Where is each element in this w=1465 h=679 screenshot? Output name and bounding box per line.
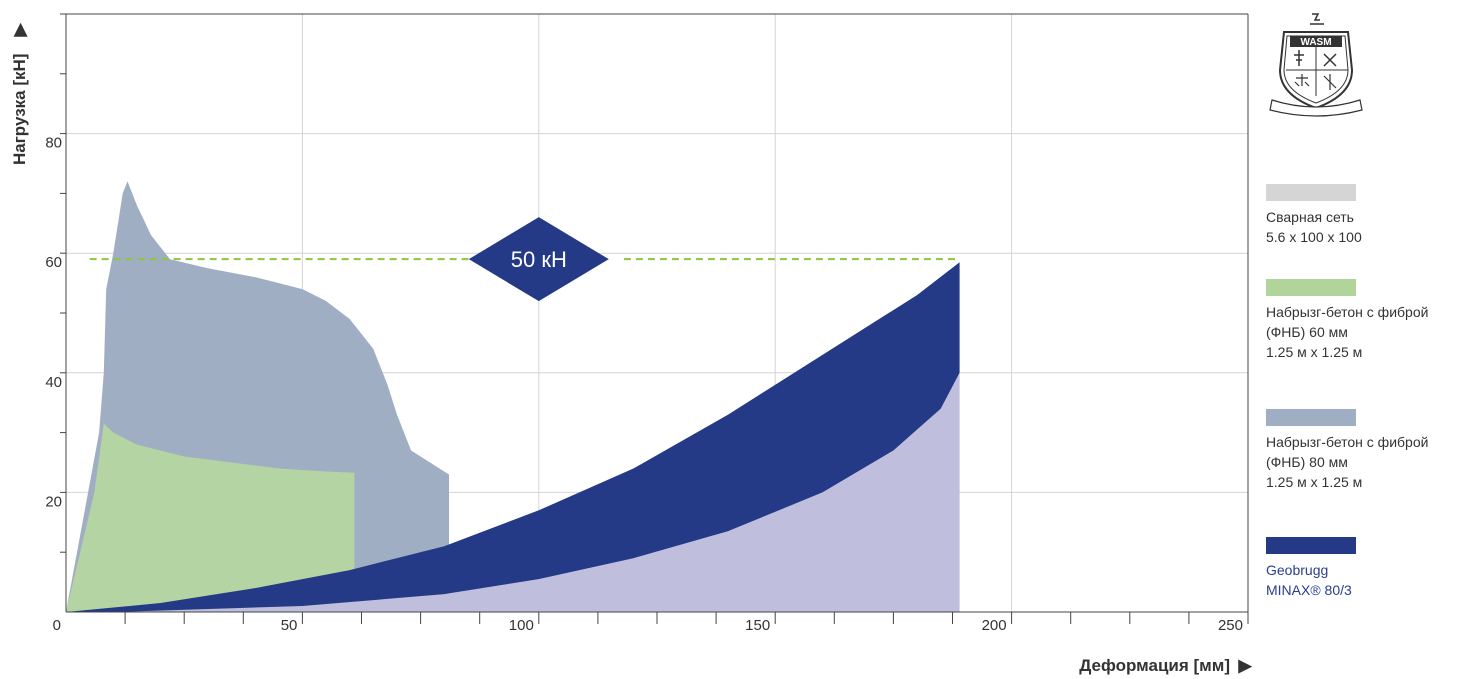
legend-swatch bbox=[1266, 537, 1356, 554]
legend-label: Geobrugg MINAX® 80/3 bbox=[1266, 562, 1352, 598]
legend-label: Набрызг-бетон с фиброй (ФНБ) 80 мм 1.25 м … bbox=[1266, 434, 1429, 490]
x-tick-label: 100 bbox=[509, 617, 534, 634]
y-tick-label: 20 bbox=[45, 493, 62, 510]
reference-label-diamond bbox=[468, 217, 609, 302]
legend-label: Набрызг-бетон с фиброй (ФНБ) 60 мм 1.25 м … bbox=[1266, 304, 1429, 360]
y-axis-title: Нагрузка [кН] bbox=[10, 54, 29, 165]
legend-swatch bbox=[1266, 184, 1356, 201]
x-axis-arrow-icon: ▶ bbox=[1237, 656, 1252, 675]
x-tick-label: 250 bbox=[1218, 617, 1243, 634]
y-tick-label: 60 bbox=[45, 254, 62, 271]
series-areas bbox=[66, 181, 960, 612]
x-tick-label: 150 bbox=[745, 617, 770, 634]
y-axis-arrow-icon: ▶ bbox=[10, 23, 29, 38]
axes: 0 50 100 150 200 250 20 40 60 80 bbox=[45, 13, 1249, 634]
legend-item-welded-mesh: Сварная сеть 5.6 x 100 x 100 bbox=[1266, 184, 1465, 247]
wasm-logo: WASM bbox=[1269, 13, 1363, 117]
legend-label: Сварная сеть 5.6 x 100 x 100 bbox=[1266, 209, 1362, 245]
x-tick-label: 0 bbox=[53, 617, 61, 634]
reference-label-text: 50 кН bbox=[511, 247, 567, 272]
y-tick-label: 40 bbox=[45, 374, 62, 391]
legend-swatch bbox=[1266, 279, 1356, 296]
svg-text:WASM: WASM bbox=[1300, 37, 1331, 48]
legend-item-fiber-shotcrete-60: Набрызг-бетон с фиброй (ФНБ) 60 мм 1.25 м … bbox=[1266, 279, 1465, 362]
legend-item-geobrugg-minax: Geobrugg MINAX® 80/3 bbox=[1266, 537, 1465, 600]
x-tick-label: 200 bbox=[982, 617, 1007, 634]
series-area-набрызг-бетон-с-фиброй-фнб-60-мм-1-25-м-х-1-25-м bbox=[66, 423, 355, 612]
reference-line-group: 50 кН bbox=[89, 217, 960, 302]
legend-swatch bbox=[1266, 409, 1356, 426]
series-area-сварная-сеть-5-6-x-100-x-100 bbox=[113, 372, 960, 612]
x-axis-title: Деформация [мм] bbox=[1079, 656, 1230, 675]
legend-item-fiber-shotcrete-80: Набрызг-бетон с фиброй (ФНБ) 80 мм 1.25 м … bbox=[1266, 409, 1465, 492]
y-tick-label: 80 bbox=[45, 135, 62, 152]
x-tick-label: 50 bbox=[281, 617, 298, 634]
series-area-geobrugg-minax-80-3 bbox=[66, 262, 960, 612]
